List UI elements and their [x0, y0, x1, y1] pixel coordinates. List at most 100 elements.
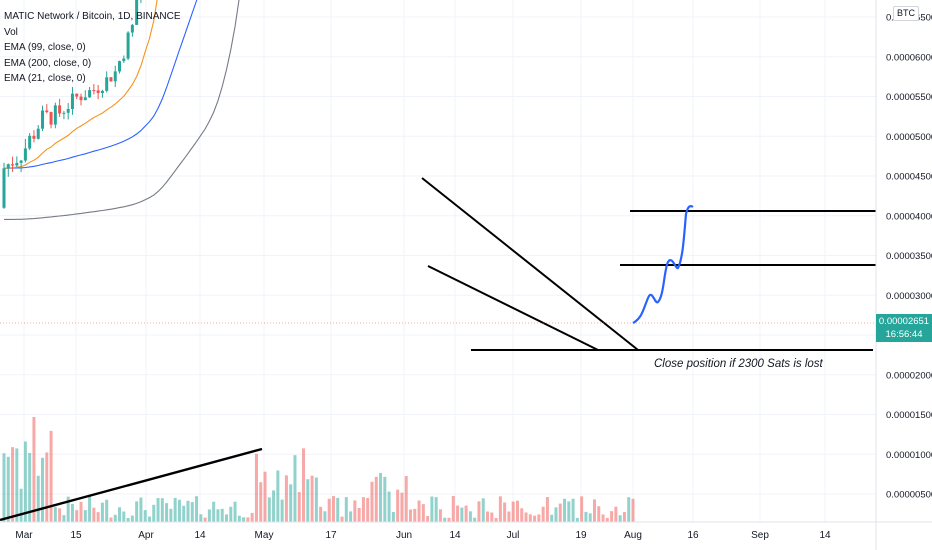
volume-bar: [327, 498, 331, 522]
volume-bar: [147, 516, 151, 522]
volume-bar: [486, 511, 490, 522]
volume-bar: [537, 514, 541, 522]
candle-body: [100, 90, 104, 93]
candle-body: [19, 160, 23, 163]
volume-bar: [53, 507, 57, 522]
y-tick-label: 0.00003000: [886, 291, 932, 302]
y-tick-label: 0.00004500: [886, 172, 932, 183]
volume-bar: [610, 511, 614, 522]
volume-bar: [165, 503, 169, 522]
volume-bar: [135, 501, 139, 522]
candle-body: [23, 148, 27, 161]
volume-bar: [19, 488, 23, 522]
wedge-upper-line: [421, 177, 639, 351]
volume-bar: [331, 496, 335, 522]
x-tick-label: Sep: [751, 530, 769, 541]
volume-bar: [464, 505, 468, 522]
candle-body: [49, 112, 53, 125]
candle-body: [32, 135, 36, 139]
volume-bar: [186, 500, 190, 522]
volume-bar: [306, 479, 310, 522]
volume-bar: [319, 506, 323, 522]
volume-bar: [32, 416, 36, 522]
y-tick-label: 0.00004000: [886, 211, 932, 222]
volume-bar: [379, 473, 383, 522]
volume-bar: [122, 511, 126, 522]
volume-bar: [357, 507, 361, 522]
ema-21-line: [3, 0, 158, 169]
candle-body: [96, 90, 100, 93]
volume-bar: [430, 496, 434, 522]
volume-bar: [567, 501, 571, 522]
support-trendline: [0, 447, 263, 522]
volume-bar: [190, 502, 194, 522]
volume-bar: [118, 507, 122, 522]
volume-bar: [83, 510, 87, 522]
candle-body: [109, 77, 113, 82]
volume-bar: [323, 511, 327, 522]
volume-bar: [310, 475, 314, 522]
y-tick-label: 0.00005000: [886, 132, 932, 143]
volume-bar: [575, 517, 579, 522]
volume-bar: [289, 484, 293, 522]
volume-bar: [6, 456, 10, 522]
volume-bar: [550, 514, 554, 522]
x-tick-label: Aug: [624, 530, 642, 541]
candle-body: [126, 32, 130, 59]
volume-bar: [370, 481, 374, 522]
volume-bar: [473, 517, 477, 522]
volume-bar: [383, 476, 387, 522]
volume-bar: [408, 509, 412, 522]
volume-bar: [233, 501, 237, 522]
volume-bar: [250, 512, 254, 522]
volume-bar: [49, 430, 53, 522]
volume-bar: [361, 497, 365, 522]
candle-body: [6, 164, 10, 169]
volume-bar: [404, 476, 408, 522]
volume-bar: [417, 500, 421, 522]
volume-bar: [618, 515, 622, 522]
volume-bar: [580, 496, 584, 522]
trend-drawings: [0, 177, 876, 522]
volume-bar: [272, 490, 276, 522]
volume-bar: [45, 452, 49, 522]
symbol-title: MATIC Network / Bitcoin, 1D, BINANCE: [4, 11, 181, 22]
candle-body: [2, 168, 6, 208]
candle-body: [11, 164, 15, 166]
volume-bar: [314, 477, 318, 522]
volume-bar: [387, 491, 391, 522]
volume-bar: [524, 512, 528, 522]
volume-bar: [456, 505, 460, 522]
ema200-label: EMA (200, close, 0): [4, 57, 92, 69]
volume-bar: [605, 517, 609, 522]
x-tick-label: May: [255, 530, 274, 541]
volume-bar: [344, 497, 348, 522]
volume-bar: [2, 453, 6, 522]
volume-bar: [515, 500, 519, 522]
candle-body: [66, 109, 70, 113]
volume-bar: [400, 492, 404, 522]
y-tick-label: 0.00001500: [886, 410, 932, 421]
x-tick-label: 16: [687, 530, 699, 541]
candle-body: [113, 71, 117, 82]
candle-body: [62, 112, 66, 114]
volume-bar: [421, 504, 425, 522]
volume-bar: [511, 501, 515, 522]
candle-body: [92, 90, 96, 92]
currency-badge[interactable]: BTC: [893, 6, 919, 21]
candle-body: [135, 0, 139, 25]
volume-bar: [173, 497, 177, 522]
volume-bar: [293, 455, 297, 522]
candlesticks: [2, 0, 142, 209]
volume-bar: [280, 499, 284, 522]
volume-bar: [276, 470, 280, 522]
volume-bar: [494, 517, 498, 522]
volume-bar: [62, 515, 66, 522]
volume-bar: [366, 497, 370, 522]
wedge-lower-line: [427, 265, 599, 351]
volume-bar: [130, 515, 134, 522]
x-tick-label: 19: [575, 530, 587, 541]
volume-bar: [195, 496, 199, 522]
volume-bar: [113, 514, 117, 522]
